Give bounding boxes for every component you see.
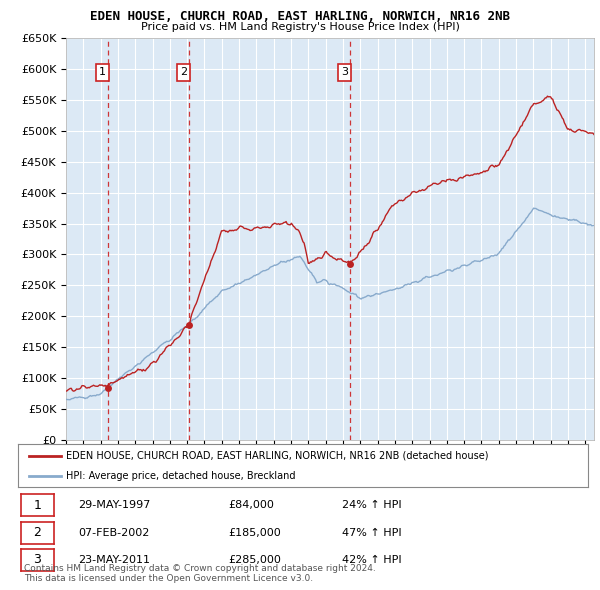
Text: 24% ↑ HPI: 24% ↑ HPI [342, 500, 401, 510]
Text: Contains HM Land Registry data © Crown copyright and database right 2024.
This d: Contains HM Land Registry data © Crown c… [24, 563, 376, 583]
Text: £185,000: £185,000 [228, 528, 281, 537]
Text: 47% ↑ HPI: 47% ↑ HPI [342, 528, 401, 537]
Text: Price paid vs. HM Land Registry's House Price Index (HPI): Price paid vs. HM Land Registry's House … [140, 22, 460, 32]
Text: 2: 2 [34, 526, 41, 539]
Text: HPI: Average price, detached house, Breckland: HPI: Average price, detached house, Brec… [67, 471, 296, 481]
Text: 3: 3 [34, 553, 41, 566]
Text: 1: 1 [34, 499, 41, 512]
Text: EDEN HOUSE, CHURCH ROAD, EAST HARLING, NORWICH, NR16 2NB: EDEN HOUSE, CHURCH ROAD, EAST HARLING, N… [90, 10, 510, 23]
Text: 23-MAY-2011: 23-MAY-2011 [78, 555, 150, 565]
Text: 2: 2 [180, 67, 187, 77]
Text: 42% ↑ HPI: 42% ↑ HPI [342, 555, 401, 565]
Text: 07-FEB-2002: 07-FEB-2002 [78, 528, 149, 537]
Text: EDEN HOUSE, CHURCH ROAD, EAST HARLING, NORWICH, NR16 2NB (detached house): EDEN HOUSE, CHURCH ROAD, EAST HARLING, N… [67, 451, 489, 461]
Text: £285,000: £285,000 [228, 555, 281, 565]
Text: £84,000: £84,000 [228, 500, 274, 510]
Text: 3: 3 [341, 67, 348, 77]
Text: 1: 1 [99, 67, 106, 77]
Text: 29-MAY-1997: 29-MAY-1997 [78, 500, 151, 510]
